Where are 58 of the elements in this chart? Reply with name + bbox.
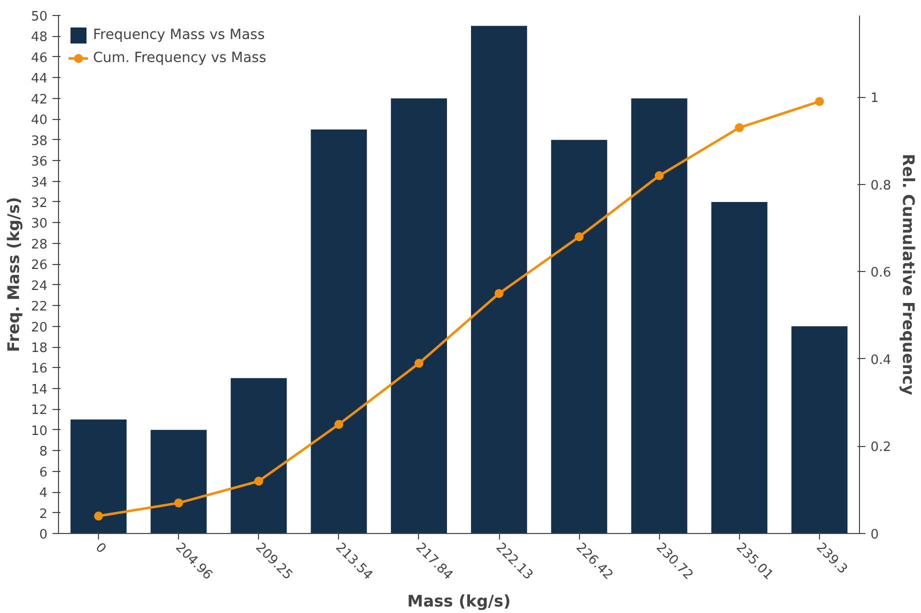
y-tick-label: 50 [30, 10, 48, 24]
bar [471, 26, 528, 534]
point [174, 498, 184, 508]
y-tick-label: 18 [30, 341, 48, 356]
y-tick-label: 6 [39, 465, 48, 480]
y2-tick-label: 0.6 [870, 266, 892, 281]
point [94, 512, 104, 521]
y-tick-label: 42 [30, 92, 48, 108]
bar [711, 202, 768, 534]
point [654, 171, 664, 180]
y2-tick-label: 0.4 [870, 352, 892, 368]
bar [390, 98, 447, 534]
point [334, 420, 344, 429]
y-tick-label: 34 [30, 175, 48, 190]
y2-tick-label: 1 [870, 91, 879, 106]
y-tick-label: 12 [30, 403, 48, 418]
bar [310, 129, 367, 534]
point [574, 232, 584, 242]
y-tick-label: 24 [30, 278, 48, 294]
y-tick-label: 40 [30, 113, 48, 128]
y2-tick-label: 0 [870, 528, 879, 542]
y-tick-label: 22 [30, 300, 48, 315]
y2-tick-label: 0.8 [870, 178, 892, 194]
x-tick-label: 0 [92, 540, 109, 557]
point [494, 288, 504, 298]
y-tick-label: 32 [30, 196, 48, 211]
y-tick-label: 14 [30, 382, 48, 398]
y-tick-label: 2 [39, 506, 48, 522]
point [254, 476, 264, 486]
y-tick-label: 0 [39, 528, 48, 542]
bar [70, 420, 127, 534]
bar [551, 140, 608, 534]
y2-axis-title: Rel. Cumulative Frequency [899, 154, 918, 396]
y-tick-label: 10 [30, 424, 48, 439]
y-tick-label: 44 [30, 72, 48, 87]
y-tick-label: 36 [30, 154, 48, 170]
y-tick-label: 30 [30, 216, 48, 232]
bar [631, 98, 688, 534]
point [734, 123, 744, 132]
y-tick-label: 8 [39, 444, 48, 460]
y-tick-label: 38 [30, 134, 48, 149]
y-tick-label: 16 [30, 362, 48, 377]
bar [230, 378, 287, 534]
legend-label: Cum. Frequency vs Mass [93, 50, 266, 66]
bar [150, 430, 207, 534]
x-axis-title: Mass (kg/s) [407, 592, 511, 611]
y-tick-label: 28 [30, 237, 48, 252]
y-axis-title: Freq. Mass (kg/s) [4, 196, 23, 352]
y-tick-label: 20 [30, 320, 48, 336]
y2-tick-label: 0.2 [870, 440, 892, 456]
bar [791, 326, 848, 534]
legend-label: Frequency Mass vs Mass [93, 27, 265, 43]
y-tick-label: 4 [39, 486, 48, 502]
y-tick-label: 48 [30, 30, 48, 46]
y-tick-label: 26 [30, 258, 48, 274]
point [814, 96, 824, 106]
y-tick-label: 46 [30, 50, 48, 66]
point [414, 358, 424, 368]
